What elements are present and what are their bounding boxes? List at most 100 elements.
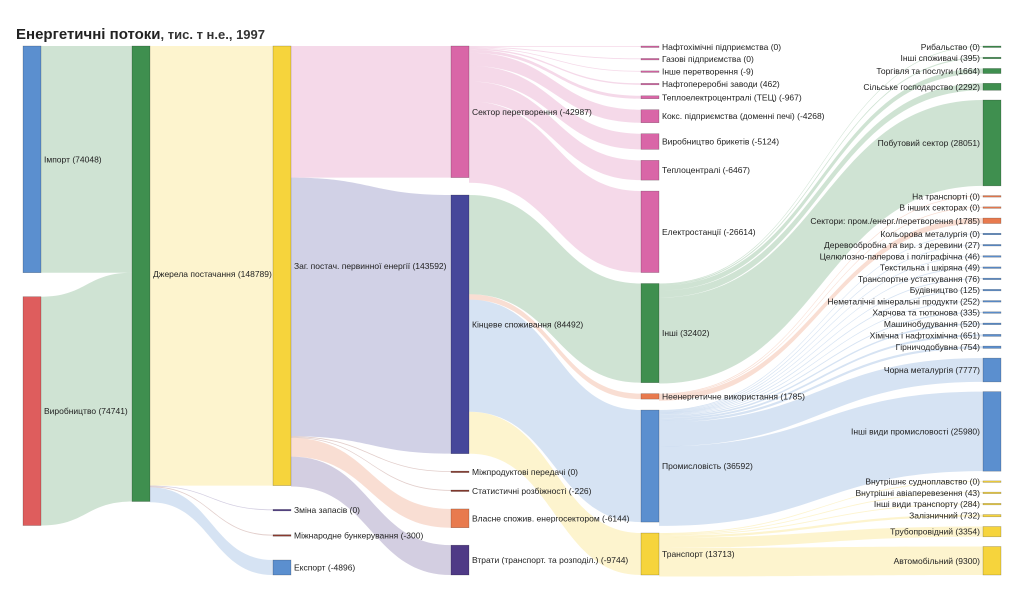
- node-ownuse[interactable]: [450, 508, 470, 529]
- node-label-export: Експорт (-4896): [294, 563, 355, 573]
- link-tpes-losses: [291, 456, 451, 575]
- link-transport-navigation: [659, 480, 983, 534]
- node-agri[interactable]: [982, 83, 1002, 91]
- node-interproduct[interactable]: [450, 470, 470, 473]
- node-petchem[interactable]: [640, 45, 660, 48]
- node-ne_other[interactable]: [982, 206, 1002, 209]
- node-label-chemical: Хімічна і нафтохімічна (651): [870, 330, 981, 340]
- node-label-fishing: Рибальство (0): [921, 42, 980, 52]
- node-label-power: Електростанції (-26614): [662, 227, 756, 237]
- node-chp[interactable]: [640, 95, 660, 99]
- node-othertrans[interactable]: [640, 70, 660, 73]
- link-transformation-briquettes: [469, 65, 641, 150]
- node-label-transeq: Транспортне устаткування (76): [858, 274, 980, 284]
- link-nonenergy-ne_sectors: [659, 218, 983, 401]
- link-industry-nonferrous: [659, 233, 983, 411]
- node-nonferrous[interactable]: [982, 232, 1002, 235]
- node-label-petchem: Нафтохімічні підприємства (0): [662, 42, 781, 52]
- node-gasworks[interactable]: [640, 58, 660, 61]
- link-other-agri: [659, 83, 983, 298]
- node-mining[interactable]: [982, 345, 1002, 349]
- node-export[interactable]: [272, 559, 292, 576]
- node-label-ownuse: Власне спожив. енергосектором (-6144): [472, 513, 630, 523]
- node-label-tpes: Заг. постач. первинної енергії (143592): [294, 261, 447, 271]
- sankey-links: [41, 46, 983, 577]
- node-label-ne_other: В інших секторах (0): [899, 203, 980, 213]
- link-final-nonenergy: [469, 294, 641, 400]
- node-label-other: Інші (32402): [662, 328, 710, 338]
- node-bunkers[interactable]: [272, 534, 292, 537]
- node-transeq[interactable]: [982, 277, 1002, 280]
- chart-title: Енергетичні потоки, тис. т н.е., 1997: [16, 26, 265, 43]
- node-import[interactable]: [22, 45, 42, 273]
- node-residential[interactable]: [982, 99, 1002, 187]
- node-commerce[interactable]: [982, 68, 1002, 74]
- node-refineries[interactable]: [640, 83, 660, 86]
- node-ne_sectors[interactable]: [982, 217, 1002, 224]
- node-label-interproduct: Міжпродуктові передачі (0): [472, 467, 578, 477]
- node-coke[interactable]: [640, 109, 660, 124]
- node-other[interactable]: [640, 283, 660, 383]
- node-label-road: Автомобільний (9300): [894, 556, 981, 566]
- node-othertransp[interactable]: [982, 503, 1002, 506]
- link-final-industry: [469, 299, 641, 523]
- node-food[interactable]: [982, 311, 1002, 314]
- sankey-nodes: [22, 45, 1002, 576]
- node-label-othertrans: Інше перетворення (-9): [662, 67, 754, 77]
- node-otherind[interactable]: [982, 391, 1002, 472]
- node-road[interactable]: [982, 546, 1002, 576]
- node-transformation[interactable]: [450, 45, 470, 178]
- node-machinery[interactable]: [982, 322, 1002, 325]
- node-stock[interactable]: [272, 509, 292, 512]
- node-nonenergy[interactable]: [640, 393, 660, 400]
- link-final-other: [469, 195, 641, 383]
- node-othercons[interactable]: [982, 56, 1002, 59]
- node-heat[interactable]: [640, 160, 660, 181]
- link-import-supply: [41, 46, 132, 273]
- node-briquettes[interactable]: [640, 133, 660, 150]
- node-tpes[interactable]: [272, 45, 292, 486]
- node-nonmetal[interactable]: [982, 300, 1002, 303]
- link-nonenergy-ne_transport: [659, 195, 983, 395]
- node-losses[interactable]: [450, 544, 470, 576]
- link-tpes-statdiff: [291, 437, 451, 491]
- node-fishing[interactable]: [982, 45, 1002, 48]
- link-transport-aviation: [659, 492, 983, 535]
- link-industry-transeq: [659, 278, 983, 415]
- node-label-othertransp: Інші види транспорту (284): [874, 499, 980, 509]
- node-textile[interactable]: [982, 266, 1002, 269]
- link-tpes-interproduct: [291, 436, 451, 472]
- node-label-navigation: Внутрішнє судноплавство (0): [865, 477, 980, 487]
- node-label-residential: Побутовий сектор (28051): [878, 138, 981, 148]
- node-production[interactable]: [22, 296, 42, 526]
- node-transport[interactable]: [640, 532, 660, 576]
- node-supply[interactable]: [131, 45, 151, 502]
- link-industry-nonmetal: [659, 300, 983, 416]
- node-label-aviation: Внутрішні авіаперевезення (43): [856, 488, 981, 498]
- node-rail[interactable]: [982, 514, 1002, 518]
- node-final[interactable]: [450, 194, 470, 454]
- link-transport-pipeline: [659, 526, 983, 548]
- link-transport-othertransp: [659, 503, 983, 536]
- node-label-final: Кінцеве споживання (84492): [472, 319, 583, 329]
- node-paper[interactable]: [982, 255, 1002, 258]
- chart-title-main: Енергетичні потоки: [16, 26, 161, 43]
- node-label-statdiff: Статистичні розбіжності (-226): [472, 486, 592, 496]
- node-power[interactable]: [640, 190, 660, 273]
- node-label-ne_transport: На транспорті (0): [912, 191, 980, 201]
- node-ironsteel[interactable]: [982, 357, 1002, 383]
- link-tpes-ownuse: [291, 437, 451, 528]
- node-navigation[interactable]: [982, 480, 1002, 483]
- node-label-bunkers: Міжнародне бункерування (-300): [294, 530, 423, 540]
- node-aviation[interactable]: [982, 491, 1002, 494]
- node-statdiff[interactable]: [450, 489, 470, 492]
- link-industry-paper: [659, 255, 983, 413]
- node-pipeline[interactable]: [982, 526, 1002, 538]
- node-chemical[interactable]: [982, 334, 1002, 337]
- node-ne_transport[interactable]: [982, 195, 1002, 198]
- link-transformation-refineries: [469, 48, 641, 85]
- node-industry[interactable]: [640, 409, 660, 523]
- node-construction[interactable]: [982, 289, 1002, 292]
- node-wood[interactable]: [982, 244, 1002, 247]
- chart-subtitle: , тис. т н.е., 1997: [160, 27, 265, 42]
